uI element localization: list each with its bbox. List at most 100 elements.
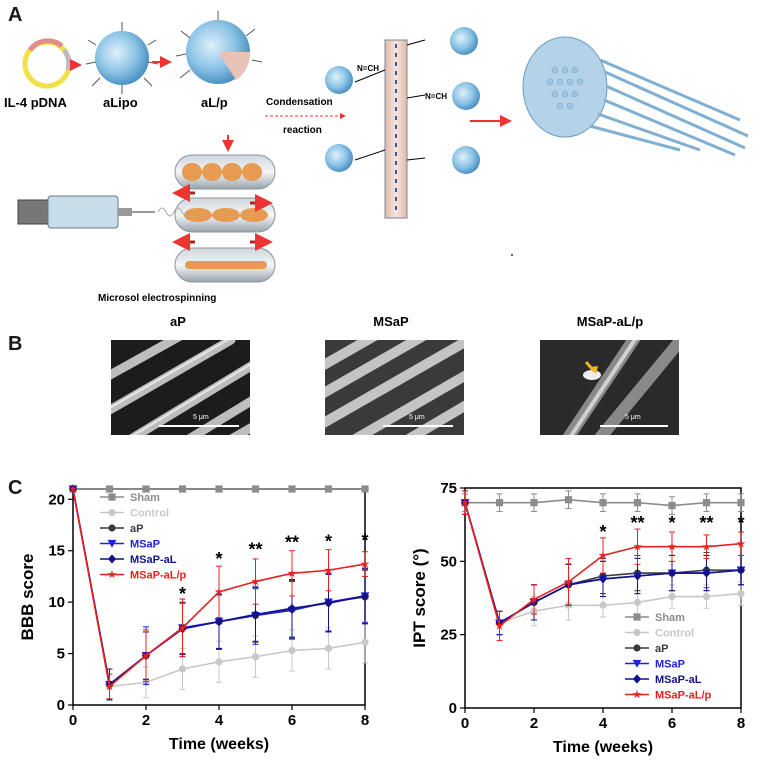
syringe-icon (17, 195, 191, 229)
sem-caption-msap-alp: MSaP-aL/p (576, 314, 644, 329)
data-point (361, 485, 369, 493)
data-point (105, 485, 114, 493)
data-point (68, 484, 78, 493)
x-axis-label: Time (weeks) (553, 739, 653, 756)
data-point (105, 681, 114, 691)
significance-mark: * (215, 549, 222, 569)
sem-caption-ap: aP (170, 314, 186, 329)
y-tick-label: 75 (440, 480, 457, 497)
significance-mark: * (325, 531, 332, 551)
alipo-label: aLipo (103, 95, 138, 110)
alipo-particle-icon (85, 22, 159, 94)
legend-marker (632, 659, 642, 668)
data-point (598, 574, 608, 584)
legend-marker (633, 644, 641, 652)
legend-marker (108, 508, 116, 517)
axes: 0 2 4 6 8 0 25 50 75 Time (weeks) IPT score (°) (410, 480, 745, 756)
data-point (178, 485, 187, 493)
data-point (737, 590, 745, 598)
data-point (288, 646, 296, 655)
fiber-stage-2 (174, 197, 276, 233)
y-tick-label: 50 (440, 553, 457, 570)
plasmid-icon (22, 38, 72, 89)
sem-image-msap-alp: 5 μm (540, 340, 679, 435)
scale-bar-msap (383, 425, 453, 427)
data-point (287, 568, 297, 578)
alp-particle-icon (175, 11, 263, 84)
data-point (142, 485, 150, 493)
significance-mark: ** (285, 532, 299, 552)
legend-marker (107, 539, 117, 548)
data-point (288, 485, 296, 493)
y-tick-label: 10 (48, 594, 65, 611)
x-tick-label: 0 (69, 712, 77, 729)
scale-text-ap: 5 μm (193, 414, 209, 421)
series-msap-al-p (460, 490, 746, 642)
legend-marker (632, 689, 642, 699)
legend-label: aP (655, 643, 668, 655)
data-point (360, 559, 370, 568)
data-point (360, 591, 370, 601)
alp-label: aL/p (201, 95, 228, 110)
legend-label: Control (130, 508, 169, 520)
x-tick-label: 8 (361, 712, 369, 729)
legend-label: Sham (655, 612, 685, 624)
y-axis-label: IPT score (°) (410, 548, 429, 647)
y-tick-label: 20 (48, 491, 65, 508)
data-point (702, 592, 711, 601)
scaffold-icon (522, 36, 749, 157)
legend-marker (632, 674, 642, 684)
significance-mark: ** (699, 513, 713, 533)
data-point (599, 601, 607, 609)
data-point (736, 539, 746, 548)
data-point (702, 568, 711, 578)
legend-label: MSaP-aL/p (655, 690, 712, 702)
fiber-stage-3 (174, 247, 276, 283)
data-point (324, 565, 333, 575)
scale-bar-ap (159, 425, 239, 427)
sem-image-msap: 5 μm (325, 340, 464, 435)
data-point (251, 653, 260, 661)
legend-marker (107, 554, 117, 564)
significance-mark: * (179, 584, 186, 604)
series-control (461, 490, 745, 636)
data-point (702, 541, 711, 551)
data-point (667, 568, 677, 578)
panel-b-letter: B (8, 333, 23, 355)
attached-particles (325, 27, 480, 174)
legend-label: Sham (130, 492, 160, 504)
data-point (361, 638, 369, 646)
significance-mark: * (599, 522, 606, 542)
legend-marker (633, 628, 641, 637)
data-point (251, 609, 260, 620)
data-point (633, 571, 642, 581)
x-tick-label: 2 (142, 712, 150, 729)
data-point (633, 499, 642, 507)
series-control (69, 485, 369, 700)
legend-marker (108, 524, 116, 532)
x-tick-label: 0 (461, 715, 469, 732)
legend-label: MSaP-aL (655, 674, 702, 686)
electrospinning-label: Microsol electrospinning (98, 293, 217, 304)
x-tick-label: 4 (215, 712, 224, 729)
x-tick-label: 4 (599, 715, 608, 732)
data-point (633, 541, 642, 551)
y-tick-label: 5 (57, 646, 65, 663)
y-tick-label: 0 (57, 697, 65, 714)
legend-marker (633, 613, 641, 621)
x-tick-label: 8 (737, 715, 745, 732)
significance-mark: ** (630, 513, 644, 533)
data-point (324, 644, 333, 653)
y-tick-label: 15 (48, 543, 65, 560)
data-point (251, 485, 260, 493)
data-point (564, 577, 573, 586)
data-point (324, 485, 333, 493)
data-point (598, 550, 608, 560)
data-point (529, 594, 539, 604)
marker-arrow-icon (590, 366, 598, 374)
legend-marker (107, 569, 117, 579)
panel-a-letter: A (8, 4, 23, 26)
data-point (215, 485, 223, 493)
